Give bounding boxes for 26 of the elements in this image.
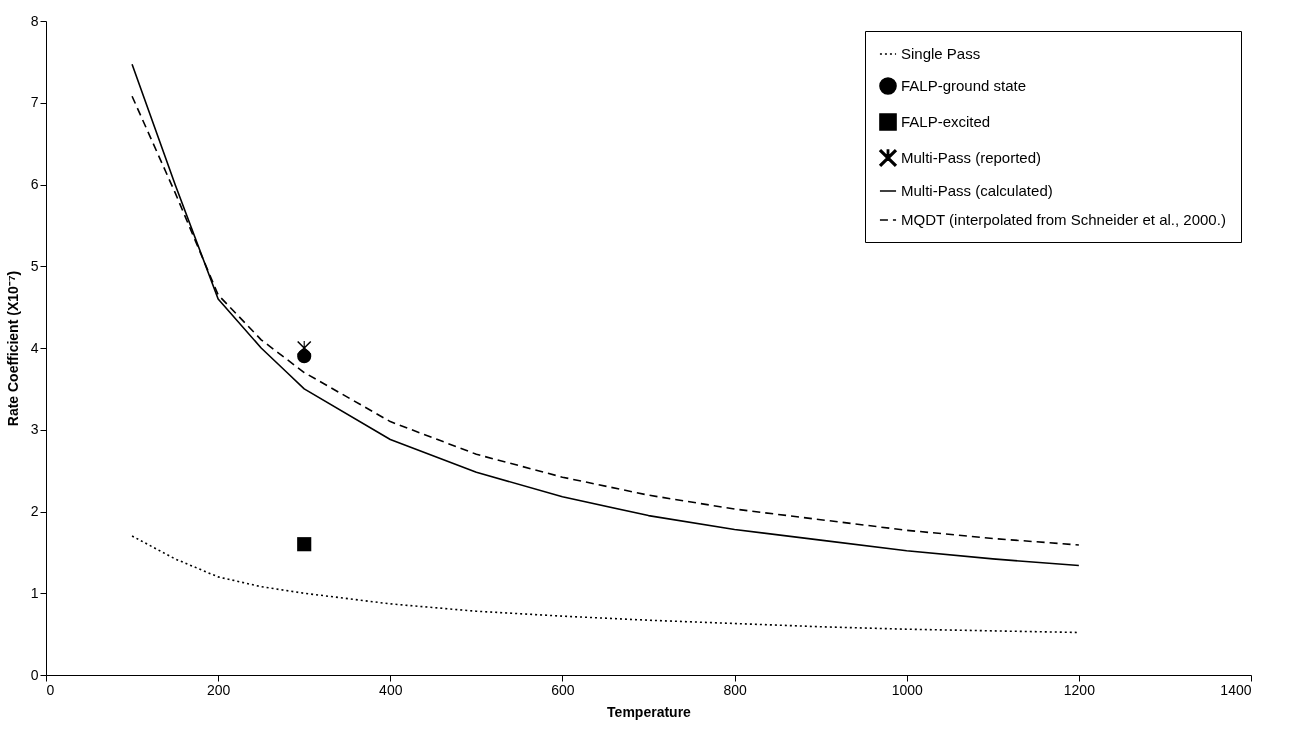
- legend-label: FALP-excited: [901, 113, 991, 130]
- x-tick-label: 200: [206, 681, 231, 698]
- y-tick-label: 4: [30, 339, 39, 356]
- legend-label: Single Pass: [901, 45, 981, 62]
- x-axis-title: Temperature: [607, 703, 692, 720]
- x-tick-label: 600: [551, 681, 575, 698]
- legend-label: FALP-ground state: [901, 77, 1027, 94]
- x-tick-label: 1400: [1220, 681, 1252, 698]
- x-tick-label: 1200: [1063, 681, 1096, 698]
- legend-label: Multi-Pass (reported): [901, 149, 1042, 166]
- y-tick-label: 1: [30, 584, 39, 601]
- x-tick-label: 1000: [891, 681, 923, 698]
- y-tick-label: 2: [30, 503, 39, 519]
- x-tick-label: 800: [723, 681, 747, 698]
- y-tick-label: 7: [30, 94, 39, 111]
- y-tick-label: 3: [30, 421, 39, 438]
- y-tick-label: 5: [30, 257, 39, 274]
- x-tick-label: 400: [379, 681, 403, 698]
- y-tick-label: 6: [30, 176, 39, 192]
- x-tick-label: 0: [46, 681, 55, 698]
- legend-label: MQDT (interpolated from Schneider et al., 2000.): [901, 211, 1226, 228]
- y-tick-label: 8: [30, 12, 39, 29]
- line-series: [131, 535, 1080, 634]
- y-tick-label: 0: [30, 666, 39, 683]
- legend-label: Multi-Pass (calculated): [901, 182, 1053, 199]
- y-axis-title: Rate Coefficient (X10⁻⁷): [4, 270, 21, 427]
